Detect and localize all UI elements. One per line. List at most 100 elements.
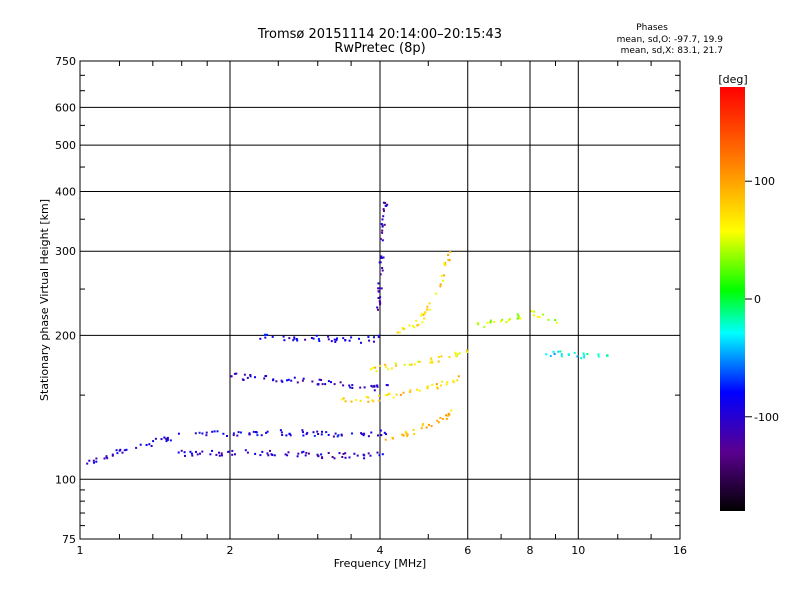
scatter-point [135,446,138,449]
scatter-point [318,340,321,342]
scatter-point [516,317,519,320]
scatter-point [384,202,387,204]
scatter-point [508,318,511,320]
scatter-point [338,452,341,455]
scatter-point [363,386,366,389]
scatter-point [430,425,433,428]
scatter-point [399,393,402,396]
scatter-point [239,431,242,434]
scatter-point [442,279,444,282]
scatter-point [379,303,381,306]
scatter-point [447,258,450,261]
scatter-point [402,391,405,394]
plot-frame [79,60,681,540]
scatter-point [403,363,406,366]
x-tick-label: 8 [527,544,534,557]
scatter-point [437,356,440,358]
scatter-point [370,384,373,387]
scatter-point [392,437,394,440]
scatter-point [416,324,419,327]
scatter-point [489,319,492,322]
scatter-point [533,310,536,313]
scatter-point [377,434,379,437]
scatter-point [367,435,370,438]
scatter-point [417,360,420,363]
scatter-point [385,365,388,368]
scatter-point [86,462,89,465]
scatter-point [597,353,600,356]
scatter-point [378,394,381,397]
scatter-point [476,322,479,324]
scatter-point [287,378,290,381]
scatter-point [555,321,558,324]
scatter-point [560,353,563,356]
scatter-point [259,454,262,457]
y-tick-label: 200 [55,329,76,342]
scatter-point [423,312,426,315]
scatter-point [286,454,289,457]
scatter-point [317,454,320,457]
scatter-point [336,337,338,340]
scatter-point [289,434,292,437]
scatter-point [215,453,218,456]
scatter-point [382,201,385,204]
scatter-point [379,273,382,276]
scatter-point [441,380,443,383]
scatter-point [272,378,275,381]
scatter-point [517,315,520,318]
scatter-point [264,333,267,336]
scatter-point [287,451,290,454]
scatter-point [448,259,451,262]
scatter-point [233,372,236,375]
scatter-point [270,453,273,456]
scatter-point [390,367,393,370]
scatter-point [395,364,398,367]
scatter-point [160,438,163,441]
y-tick-label: 600 [55,101,76,114]
scatter-point [447,254,450,256]
scatter-point [266,430,269,433]
colorbar-tick-label: 100 [754,175,775,188]
scatter-point [431,383,434,386]
scatter-point [380,287,383,290]
scatter-point [597,355,600,358]
scatter-point [249,374,252,376]
scatter-point [154,437,157,440]
scatter-point [169,439,172,442]
scatter-point [232,434,235,437]
scatter-point [439,384,442,387]
scatter-point [342,384,345,387]
scatter-point [385,204,388,207]
scatter-point [359,386,362,389]
x-axis-ticks: 1 2 4 6 8 10 16 [77,61,687,557]
scatter-point [456,379,459,382]
scatter-point [280,431,283,434]
scatter-point [216,430,219,433]
scatter-point [552,350,555,353]
scatter-point [180,449,183,452]
scatter-point [311,380,314,383]
scatter-point [230,375,233,378]
scatter-point [226,435,228,437]
scatter-point [248,432,251,435]
scatter-point [377,336,380,338]
scatter-point [339,381,342,384]
scatter-point [401,326,404,329]
scatter-point [447,412,450,415]
scatter-point [384,394,387,397]
scatter-point [196,453,199,456]
scatter-point [406,433,409,436]
scatter-point [286,379,288,382]
scatter-point [501,318,504,321]
scatter-point [164,437,167,440]
scatter-point [382,208,385,211]
scatter-point [243,373,246,376]
scatter-point [139,443,142,446]
scatter-point [376,451,379,454]
data-points [86,201,609,465]
scatter-point [439,285,442,288]
scatter-point [321,383,324,386]
scatter-point [386,393,389,396]
scatter-point [382,256,385,259]
